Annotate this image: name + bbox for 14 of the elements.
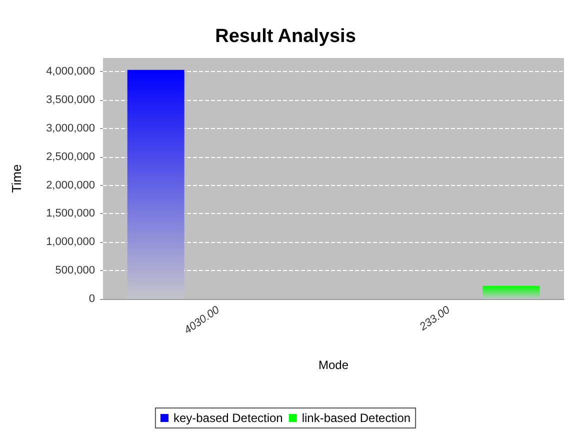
legend-label: link-based Detection	[302, 411, 411, 425]
y-tick-label: 2,000,000	[46, 179, 95, 192]
y-tick-label: 1,000,000	[46, 236, 95, 248]
y-tick-label: 2,500,000	[46, 150, 95, 163]
chart-title: Result Analysis	[215, 26, 356, 47]
y-tick-label: 500,000	[55, 264, 95, 277]
y-axis-title: Time	[9, 164, 24, 193]
y-tick-label: 4,000,000	[46, 66, 95, 78]
x-axis-title: Mode	[318, 358, 349, 372]
legend-label: key-based Detection	[173, 411, 283, 425]
y-tick-label: 0	[88, 293, 95, 305]
y-tick-label: 1,500,000	[46, 208, 95, 220]
y-tick-label: 3,000,000	[46, 122, 95, 134]
y-tick-label: 3,500,000	[46, 94, 95, 106]
